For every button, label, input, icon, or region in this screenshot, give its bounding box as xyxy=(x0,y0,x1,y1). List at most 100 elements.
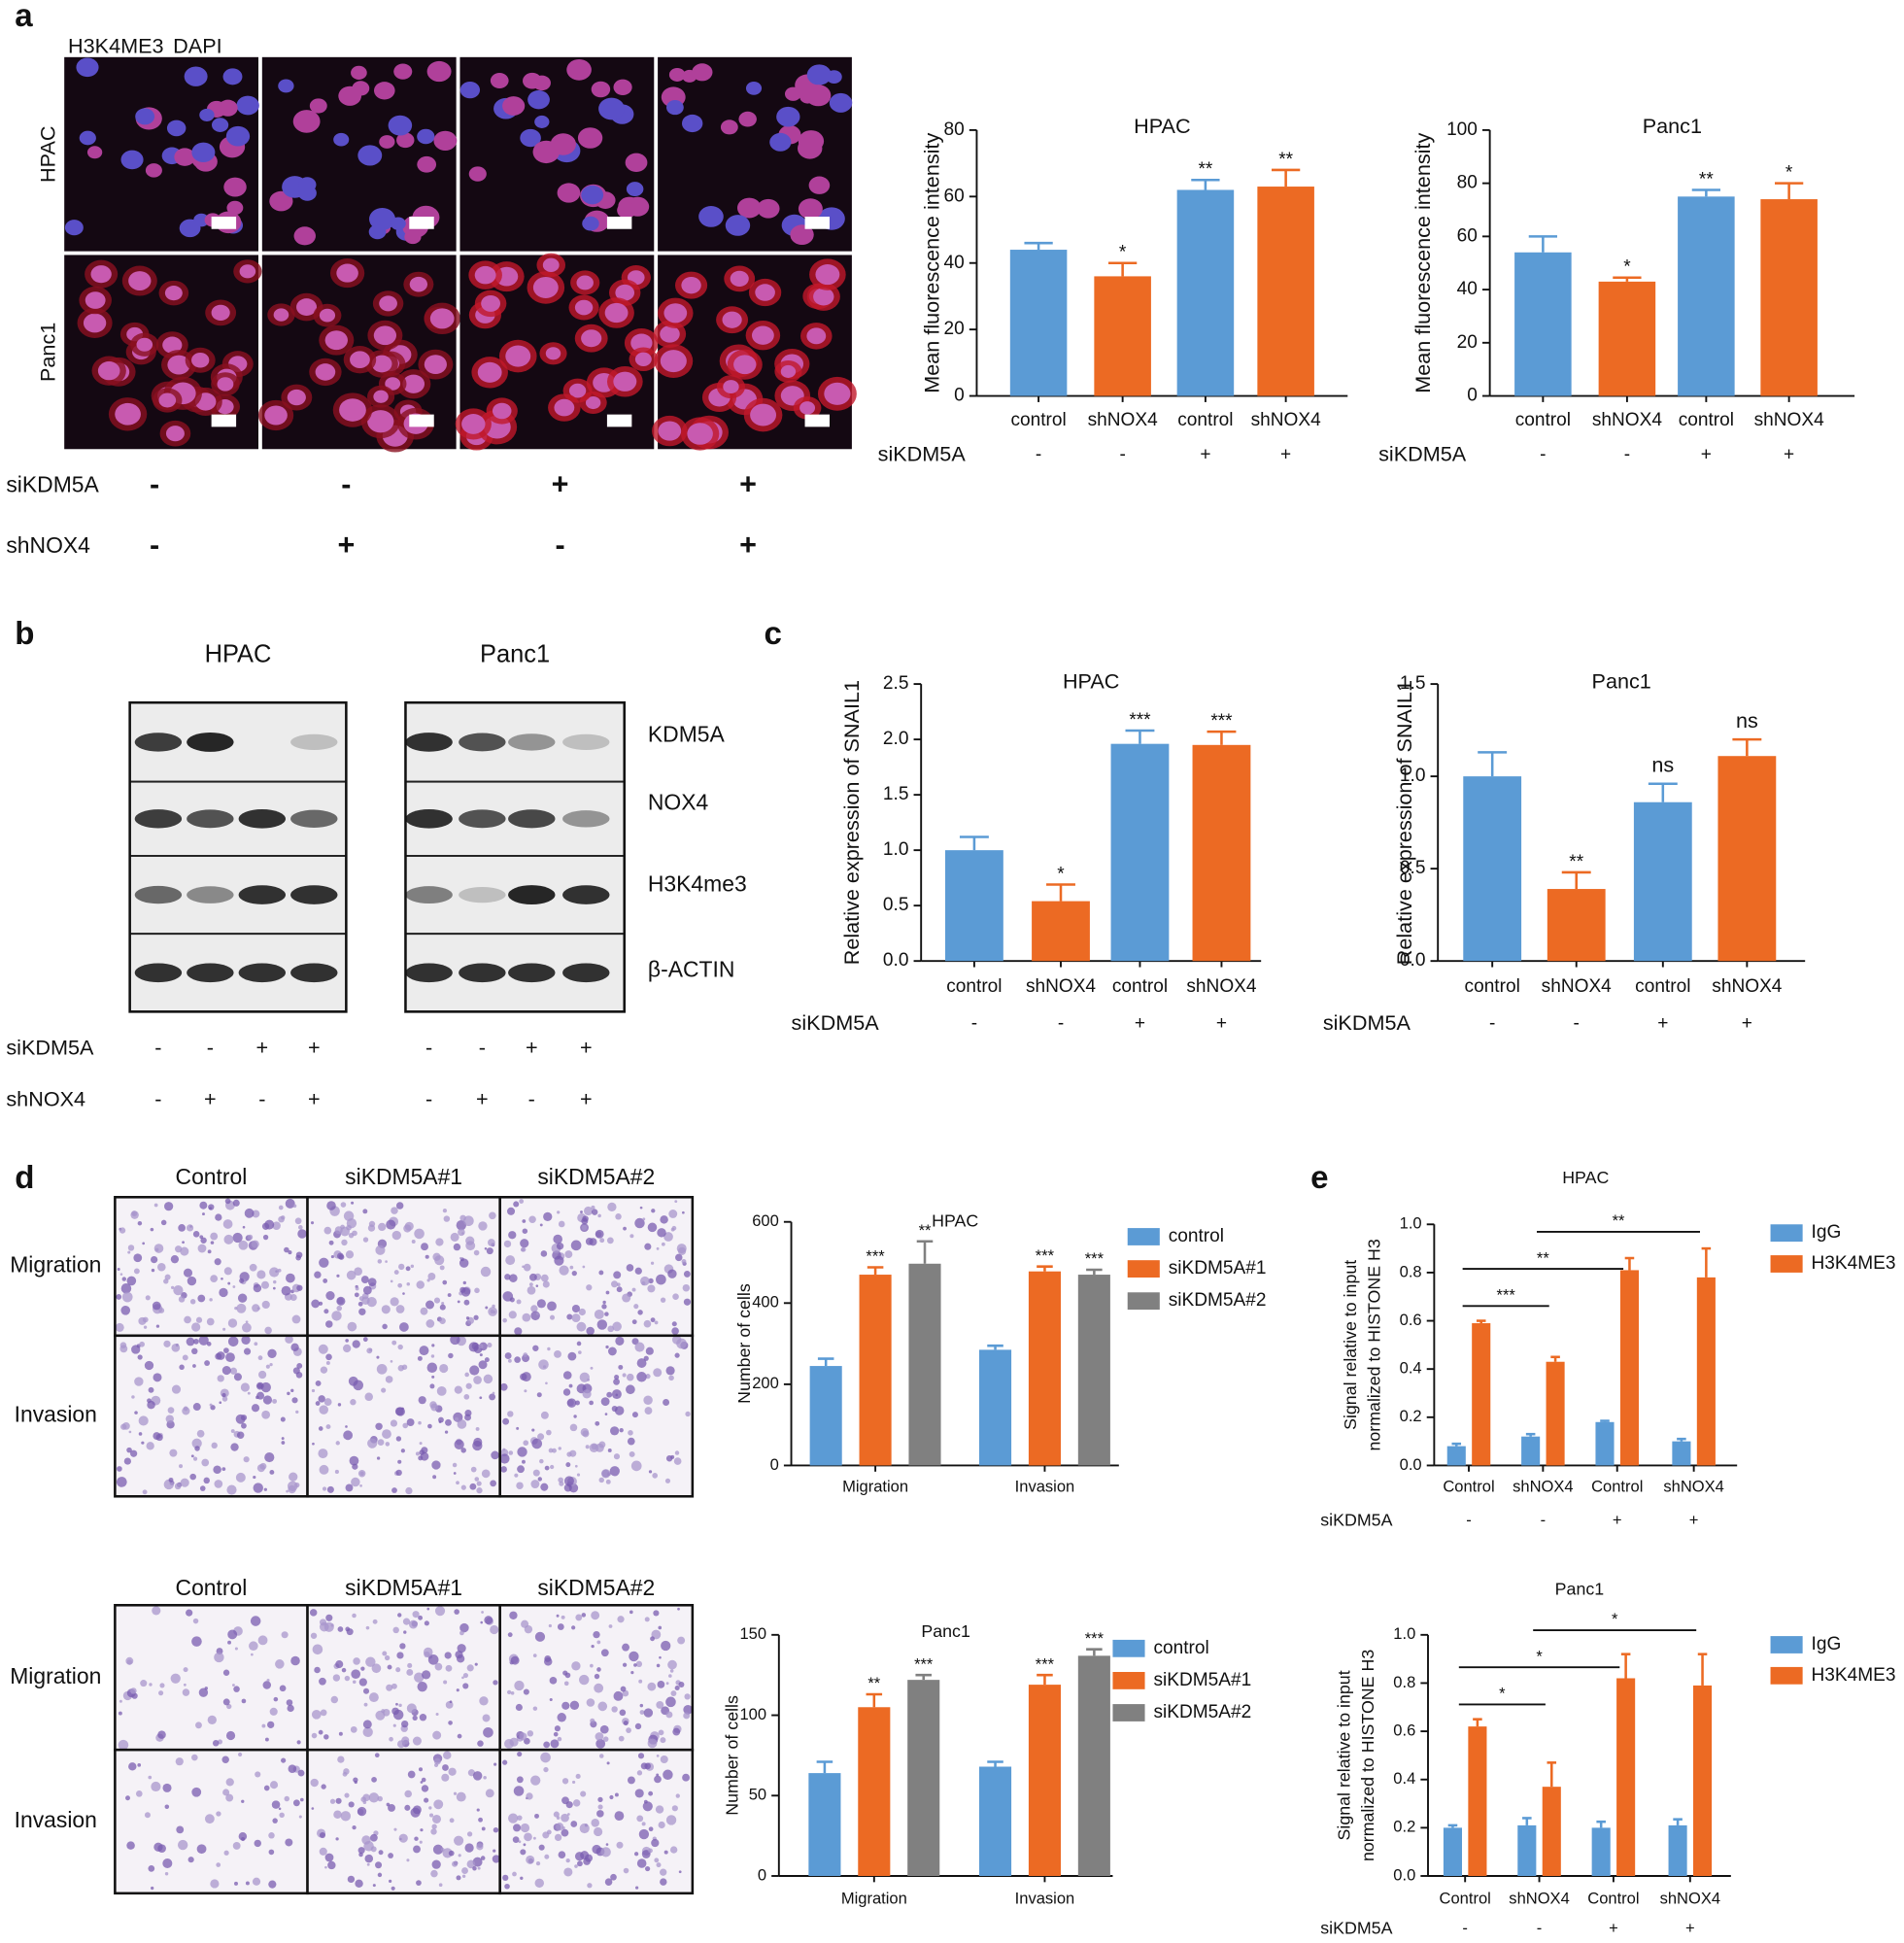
cell-dot xyxy=(371,1663,382,1674)
y-axis-label: Relative expression of SNAIL1 xyxy=(1392,680,1416,965)
nucleus xyxy=(333,132,350,147)
cell-dot xyxy=(273,1279,277,1284)
y-axis-label-line: Signal relative to input xyxy=(1341,1260,1360,1430)
blot-band xyxy=(405,809,453,829)
row-label: Invasion xyxy=(15,1807,97,1832)
bar xyxy=(907,1680,940,1876)
scale-bar xyxy=(606,414,632,427)
cell-dot xyxy=(667,1659,677,1670)
cell-dot xyxy=(557,1713,566,1722)
cell-dot xyxy=(584,1854,594,1862)
nucleus xyxy=(269,190,293,212)
scale-bar xyxy=(211,217,237,229)
cell-dot xyxy=(580,1790,587,1797)
cell-dot xyxy=(594,1309,604,1319)
cell-dot xyxy=(210,1241,215,1244)
condition-label: siKDM5A xyxy=(878,441,967,465)
micrograph xyxy=(658,56,853,252)
error-bar xyxy=(916,1240,934,1264)
bar xyxy=(1696,1277,1716,1466)
cell-dot xyxy=(466,1831,473,1837)
chart-title: HPAC xyxy=(1134,114,1190,138)
cell-dot xyxy=(569,1700,580,1710)
transwell-image xyxy=(114,1334,309,1498)
bar xyxy=(1598,281,1656,396)
cell-dot xyxy=(406,1418,415,1426)
cell-dot xyxy=(605,1843,609,1846)
y-tick-label: 2.0 xyxy=(883,729,909,749)
nucleus xyxy=(545,347,561,360)
cell-dot xyxy=(558,1851,566,1858)
cell-dot xyxy=(222,1327,226,1331)
band-label: NOX4 xyxy=(648,790,709,815)
cell-dot xyxy=(650,1317,656,1323)
cell-dot xyxy=(599,1238,605,1244)
cell-dot xyxy=(569,1423,578,1432)
cell-dot xyxy=(425,1319,435,1328)
nucleus xyxy=(165,426,185,442)
cell-dot xyxy=(354,1292,359,1298)
cell-dot xyxy=(191,1322,201,1332)
transwell-image xyxy=(306,1604,501,1752)
nucleus xyxy=(523,72,542,89)
cell-dot xyxy=(262,1681,272,1689)
cell-dot xyxy=(318,1729,323,1735)
cell-dot xyxy=(297,1769,305,1777)
cell-dot xyxy=(323,1734,329,1740)
nucleus xyxy=(751,325,774,345)
y-tick-label: 0.6 xyxy=(1400,1311,1422,1329)
bar xyxy=(1595,1421,1615,1466)
cell-dot xyxy=(670,1454,675,1459)
cell-dot xyxy=(602,1300,606,1305)
cell-dot xyxy=(595,1420,600,1426)
cell-dot xyxy=(206,1317,215,1326)
cell-dot xyxy=(566,1313,573,1320)
cell-dot xyxy=(310,1632,318,1639)
y-tick-label: 60 xyxy=(943,186,964,206)
cell-dot xyxy=(629,1450,635,1457)
cell-dot xyxy=(644,1617,650,1622)
cell-dot xyxy=(536,1392,542,1398)
cell-dot xyxy=(364,1392,373,1402)
cell-dot xyxy=(561,1701,570,1710)
cell-dot xyxy=(594,1673,600,1680)
cell-dot xyxy=(194,1446,200,1451)
condition-sign: + xyxy=(476,1087,489,1111)
cell-dot xyxy=(243,1456,250,1463)
cell-dot xyxy=(358,1852,363,1858)
cell-dot xyxy=(142,1242,146,1245)
nucleus xyxy=(687,423,713,445)
cell-dot xyxy=(554,1725,561,1732)
cell-dot xyxy=(450,1232,459,1242)
cell-dot xyxy=(474,1287,480,1294)
cell-dot xyxy=(125,1795,130,1801)
cell-dot xyxy=(641,1822,646,1826)
cell-dot xyxy=(490,1480,497,1487)
cell-dot xyxy=(636,1858,647,1868)
cell-dot xyxy=(359,1483,362,1487)
cell-dot xyxy=(543,1211,553,1222)
bar xyxy=(1633,801,1692,962)
cell-dot xyxy=(391,1487,397,1493)
cell-dot xyxy=(479,1696,489,1706)
cell-dot xyxy=(640,1276,650,1286)
transwell-image xyxy=(498,1334,695,1498)
cell-dot xyxy=(645,1346,654,1355)
condition-sign: - xyxy=(1540,445,1546,465)
cell-dot xyxy=(183,1667,188,1673)
cell-dot xyxy=(333,1810,342,1820)
cell-dot xyxy=(637,1310,643,1315)
nucleus xyxy=(433,130,458,151)
cell-dot xyxy=(118,1739,129,1751)
cell-dot xyxy=(222,1219,233,1229)
condition-sign: - xyxy=(555,528,564,562)
cell-dot xyxy=(186,1224,194,1232)
significance-label: ** xyxy=(1198,159,1212,180)
cell-dot xyxy=(404,1804,411,1811)
legend-label: IgG xyxy=(1812,1222,1842,1243)
cell-dot xyxy=(532,1469,540,1477)
cell-dot xyxy=(487,1239,495,1246)
significance-label: *** xyxy=(1129,710,1151,731)
cell-dot xyxy=(128,1762,137,1771)
cell-dot xyxy=(382,1651,388,1656)
